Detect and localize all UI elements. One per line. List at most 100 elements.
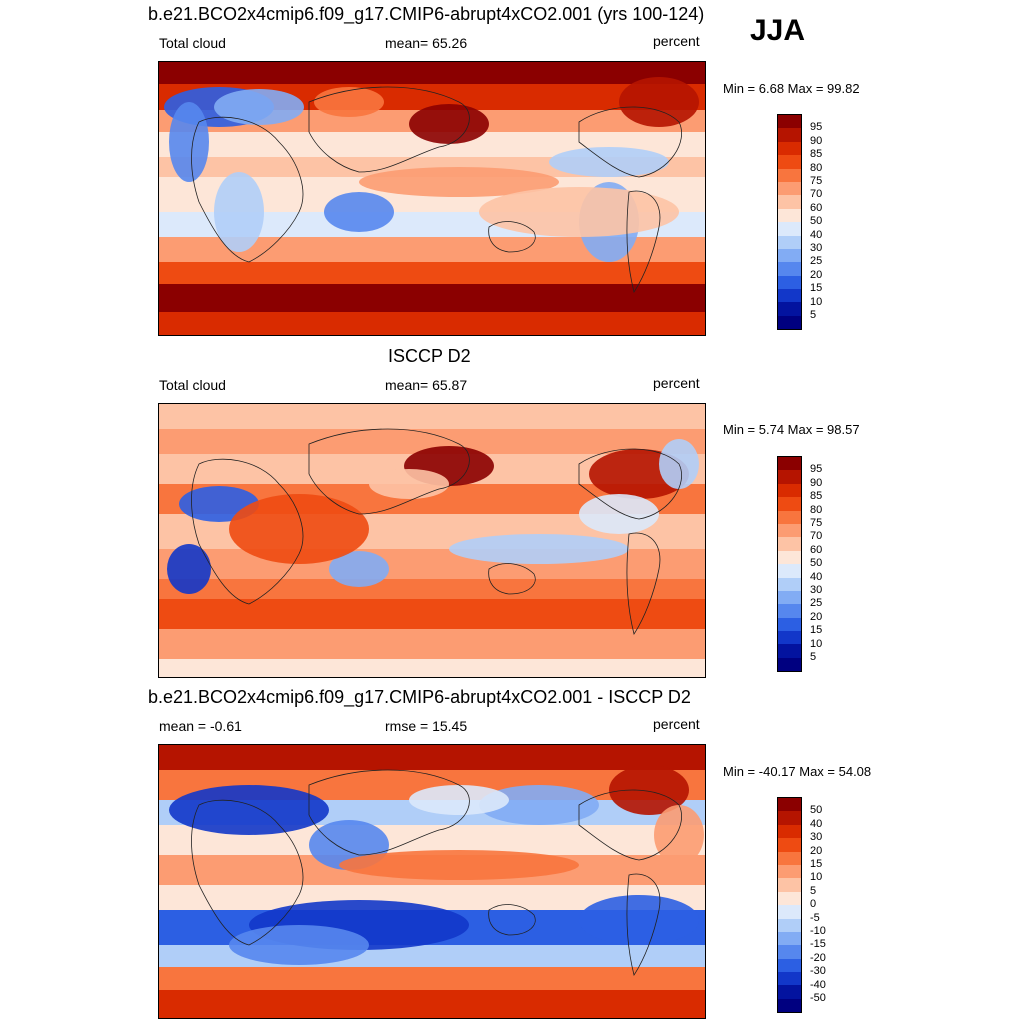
colorbar-tick-label: 85	[810, 490, 823, 503]
field-band	[159, 404, 705, 429]
colorbar-tick-label: 25	[810, 255, 823, 268]
colorbar-tick-label: 15	[810, 282, 823, 295]
colorbar-segment	[778, 470, 801, 484]
colorbar-tick-label: 5	[810, 651, 817, 663]
colorbar-segment	[778, 564, 801, 578]
colorbar-segment	[778, 457, 801, 471]
colorbar-tick-label: 75	[810, 517, 823, 529]
panel-1-left-label: Total cloud	[159, 35, 226, 51]
colorbar-tick-label: 90	[810, 134, 823, 147]
panel-3-minmax: Min = -40.17 Max = 54.08	[723, 764, 872, 779]
colorbar-segment	[778, 483, 801, 498]
field-feature	[654, 805, 704, 865]
colorbar-tick-label: 80	[810, 503, 823, 516]
colorbar-segment	[778, 657, 801, 672]
panel-1-title: b.e21.BCO2x4cmip6.f09_g17.CMIP6-abrupt4x…	[148, 4, 705, 24]
colorbar-segment	[778, 302, 801, 316]
colorbar-segment	[778, 262, 801, 276]
field-feature	[549, 147, 669, 177]
colorbar-tick-label: 50	[810, 557, 823, 570]
colorbar-segment	[778, 617, 801, 632]
coastline	[626, 873, 661, 976]
colorbar-segment	[778, 181, 801, 196]
coastline	[488, 563, 536, 595]
colorbar-segment	[778, 195, 801, 209]
field-feature	[169, 785, 329, 835]
field-feature	[579, 895, 699, 945]
colorbar-segment	[778, 864, 801, 879]
colorbar-segment	[778, 958, 801, 973]
panel-2-minmax: Min = 5.74 Max = 98.57	[723, 422, 860, 437]
colorbar-segment	[778, 248, 801, 263]
field-band	[159, 990, 705, 1018]
colorbar-segment	[778, 644, 801, 658]
colorbar-tick-label: -5	[810, 911, 820, 924]
colorbar-segment	[778, 811, 801, 825]
colorbar-segment	[778, 838, 801, 852]
field-feature	[314, 87, 384, 117]
colorbar-tick-label: 20	[810, 610, 823, 623]
panel-1-center-label: mean= 65.26	[385, 35, 468, 51]
season-label: JJA	[750, 14, 806, 47]
field-feature	[169, 102, 209, 182]
colorbar-tick-label: 15	[810, 858, 823, 870]
colorbar-segment	[778, 631, 801, 645]
coastline	[308, 86, 470, 173]
coastline	[626, 532, 661, 635]
field-feature	[449, 534, 629, 564]
colorbar-tick-label: 60	[810, 543, 823, 556]
colorbar-tick-label: 10	[810, 871, 823, 884]
panel-3-mean: mean = -0.61	[159, 718, 242, 734]
panel-2-units: percent	[653, 375, 700, 391]
colorbar-tick-label: -10	[810, 925, 826, 937]
panel-3-colorbar	[777, 797, 802, 1014]
colorbar-tick-label: 20	[810, 844, 823, 857]
panel-3-map	[158, 744, 706, 1019]
colorbar-segment	[778, 315, 801, 330]
panel-3-units: percent	[653, 716, 700, 732]
colorbar-tick-label: 40	[810, 570, 823, 583]
colorbar-tick-label: 70	[810, 188, 823, 201]
field-feature	[229, 925, 369, 965]
field-band	[159, 62, 705, 84]
field-feature	[339, 850, 579, 880]
colorbar-tick-label: 0	[810, 898, 817, 911]
field-band	[159, 745, 705, 770]
panel-2-map	[158, 403, 706, 678]
coastline	[626, 190, 661, 293]
field-feature	[167, 544, 211, 594]
colorbar-tick-label: 50	[810, 804, 823, 817]
field-feature	[324, 192, 394, 232]
colorbar-segment	[778, 972, 801, 986]
colorbar-tick-label: 25	[810, 597, 823, 610]
panel-2-title: ISCCP D2	[388, 346, 471, 366]
field-band	[159, 312, 705, 335]
colorbar-segment	[778, 208, 801, 223]
colorbar-tick-label: -20	[810, 951, 826, 964]
colorbar-tick-label: 80	[810, 161, 823, 174]
field-feature	[214, 172, 264, 252]
colorbar-segment	[778, 931, 801, 946]
field-band	[159, 659, 705, 677]
panel-2-colorbar	[777, 456, 802, 673]
colorbar-segment	[778, 289, 801, 303]
panel-1-units: percent	[653, 33, 700, 49]
field-feature	[214, 89, 304, 125]
colorbar-segment	[778, 222, 801, 236]
colorbar-segment	[778, 998, 801, 1013]
colorbar-segment	[778, 275, 801, 290]
coastline	[191, 116, 304, 263]
colorbar-tick-label: 30	[810, 242, 823, 254]
colorbar-segment	[778, 155, 801, 169]
colorbar-segment	[778, 235, 801, 249]
colorbar-segment	[778, 824, 801, 839]
colorbar-tick-label: 30	[810, 584, 823, 596]
colorbar-tick-label: -15	[810, 938, 826, 951]
colorbar-tick-label: 5	[810, 884, 817, 897]
colorbar-tick-label: 40	[810, 817, 823, 830]
colorbar-segment	[778, 141, 801, 156]
colorbar-segment	[778, 878, 801, 892]
colorbar-tick-label: -30	[810, 965, 826, 978]
panel-2-center-label: mean= 65.87	[385, 377, 468, 393]
field-feature	[409, 785, 509, 815]
